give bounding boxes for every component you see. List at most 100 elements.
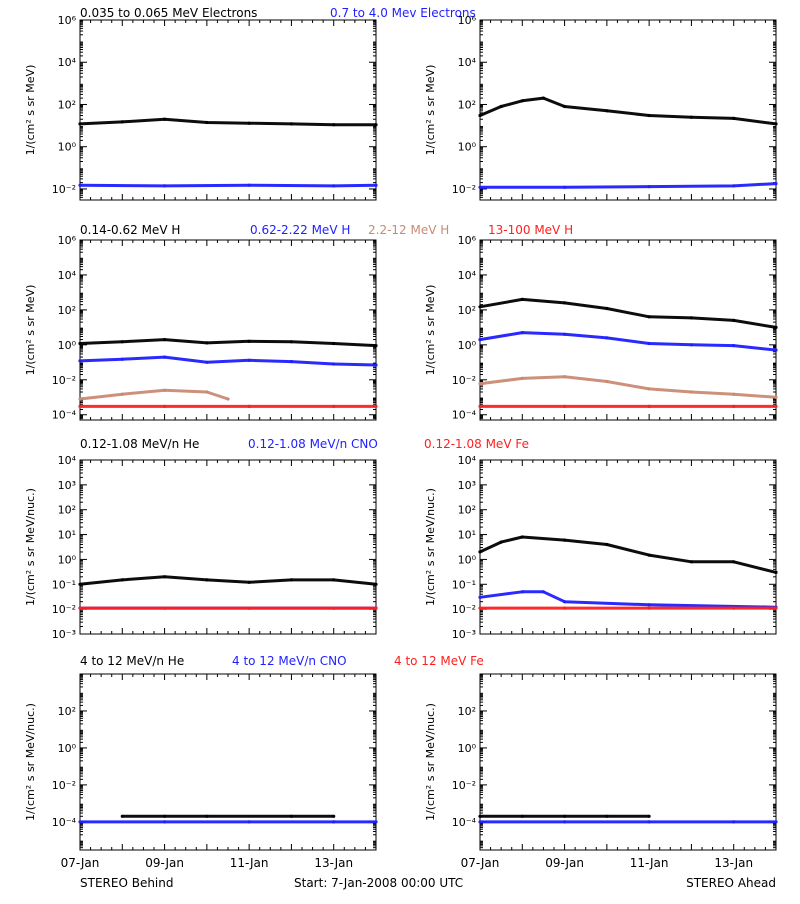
panel-0-1: 1/(cm² s sr MeV) 10⁶ 10⁴ 10² 10⁰ 10⁻² <box>424 14 778 201</box>
data-point <box>247 121 251 125</box>
data-point <box>205 578 209 582</box>
data-point <box>163 355 167 359</box>
data-point <box>647 820 651 824</box>
x-tick-label: 13-Jan <box>714 856 753 870</box>
data-point <box>732 606 736 610</box>
data-point <box>774 404 778 408</box>
y-tick-label: 10⁻² <box>52 374 76 387</box>
data-point <box>563 606 567 610</box>
x-tick-label: 11-Jan <box>230 856 269 870</box>
data-point <box>78 359 82 363</box>
data-point <box>205 120 209 125</box>
data-point <box>374 404 378 408</box>
data-point <box>120 357 124 361</box>
data-point <box>78 183 82 187</box>
y-tick-label: 10² <box>458 504 476 517</box>
y-axis-label: 1/(cm² s sr MeV/nuc.) <box>424 703 437 821</box>
y-tick-label: 10⁻⁴ <box>452 816 477 829</box>
data-point <box>289 340 293 344</box>
data-point <box>605 379 609 384</box>
legend-entry: 13-100 MeV H <box>488 223 573 237</box>
y-axis-label: 1/(cm² s sr MeV) <box>424 285 437 376</box>
data-point <box>332 606 336 610</box>
data-point <box>478 113 482 118</box>
legend-entry: 0.12-1.08 MeV/n CNO <box>248 437 378 451</box>
data-point <box>563 538 567 542</box>
data-point <box>332 123 336 127</box>
y-tick-label: 10⁰ <box>458 553 477 566</box>
data-point <box>647 404 651 408</box>
data-point <box>78 341 82 346</box>
x-tick-label: 09-Jan <box>545 856 584 870</box>
y-tick-label: 10⁴ <box>458 269 477 282</box>
y-tick-label: 10⁴ <box>58 454 77 467</box>
data-point <box>563 600 567 604</box>
data-point <box>647 315 651 319</box>
data-point <box>332 814 336 818</box>
data-point <box>563 404 567 408</box>
data-point <box>647 603 651 607</box>
legend-entry: 0.7 to 4.0 Mev Electrons <box>330 6 476 20</box>
data-point <box>289 360 293 364</box>
y-tick-label: 10⁻⁴ <box>52 816 77 829</box>
data-point <box>478 820 482 824</box>
y-tick-label: 10⁻² <box>452 183 476 196</box>
data-point <box>120 340 124 344</box>
y-tick-label: 10⁻² <box>52 779 76 792</box>
data-point <box>774 348 778 352</box>
data-point <box>78 397 82 401</box>
data-point <box>647 553 651 557</box>
series-line <box>479 331 777 352</box>
data-point <box>374 606 378 610</box>
data-point <box>732 820 736 824</box>
legend-entry: 4 to 12 MeV/n CNO <box>232 654 347 668</box>
data-point <box>563 820 567 824</box>
legend-entry: 4 to 12 MeV/n He <box>80 654 184 668</box>
y-axis-label: 1/(cm² s sr MeV/nuc.) <box>24 703 37 821</box>
data-point <box>605 109 609 113</box>
data-point <box>774 395 778 399</box>
data-point <box>520 590 524 594</box>
y-tick-label: 10⁻² <box>52 603 76 616</box>
data-point <box>563 301 567 305</box>
y-tick-label: 10⁰ <box>58 141 77 154</box>
data-point <box>499 540 503 544</box>
data-point <box>226 397 230 401</box>
data-point <box>478 185 482 189</box>
y-tick-label: 10⁶ <box>458 234 477 247</box>
data-point <box>478 338 482 342</box>
y-tick-label: 10² <box>458 304 476 317</box>
y-tick-label: 10⁻² <box>452 603 476 616</box>
data-point <box>247 339 251 343</box>
y-tick-label: 10⁰ <box>458 339 477 352</box>
y-tick-label: 10⁰ <box>58 553 77 566</box>
x-tick-label: 13-Jan <box>314 856 353 870</box>
data-point <box>520 331 524 335</box>
footer-center: Start: 7-Jan-2008 00:00 UTC <box>294 876 463 890</box>
data-point <box>374 183 378 187</box>
data-point <box>774 182 778 186</box>
y-tick-label: 10¹ <box>58 529 76 542</box>
data-point <box>478 404 482 408</box>
panel-1-1: 1/(cm² s sr MeV) 10⁶ 10⁴ 10² 10⁰ 10⁻² 10⁻⁴ <box>424 234 778 422</box>
data-point <box>163 575 167 579</box>
footer-left: STEREO Behind <box>80 876 174 890</box>
y-tick-label: 10² <box>58 504 76 517</box>
data-point <box>247 820 251 824</box>
panel-1-0: 1/(cm² s sr MeV) 10⁶ 10⁴ 10² 10⁰ 10⁻² 10⁻⁴ <box>24 234 378 422</box>
data-point <box>732 318 736 322</box>
footer-right: STEREO Ahead <box>686 876 776 890</box>
y-tick-label: 10⁰ <box>58 339 77 352</box>
legend-entry: 0.035 to 0.065 MeV Electrons <box>80 6 257 20</box>
data-point <box>78 820 82 824</box>
data-point <box>563 104 567 109</box>
y-tick-label: 10² <box>58 705 76 718</box>
data-point <box>163 184 167 188</box>
panel-0-0: 1/(cm² s sr MeV) 10⁶ 10⁴ 10² 10⁰ 10⁻² <box>24 14 378 201</box>
data-point <box>732 560 736 564</box>
data-point <box>247 183 251 187</box>
data-point <box>332 341 336 346</box>
data-point <box>732 184 736 188</box>
series-line <box>79 355 377 367</box>
